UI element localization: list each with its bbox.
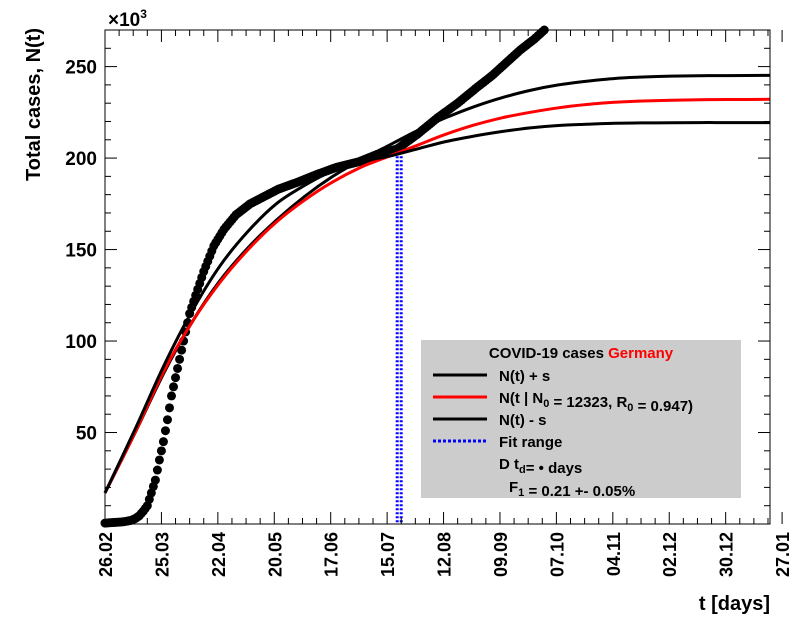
legend-entry-label: N(t | N0 = 12323, R0 = 0.947): [499, 390, 693, 415]
plot-frame: [104, 29, 771, 525]
y-exponent-power: 3: [140, 7, 147, 21]
text-run: = 0.21 +- 0.05%: [524, 483, 635, 500]
y-tick-label: 200: [65, 149, 97, 170]
data-point: [152, 465, 162, 475]
y-tick-label: 100: [65, 332, 97, 353]
x-tick-label: 09.09: [491, 532, 511, 577]
x-tick-label: 25.03: [152, 532, 172, 577]
legend-note-f1: F1 = 0.21 +- 0.05%: [509, 479, 635, 500]
data-point: [171, 373, 181, 383]
data-point: [169, 382, 179, 392]
y-tick-label: 250: [65, 58, 97, 79]
data-point: [158, 437, 168, 447]
subscript: d: [519, 464, 526, 476]
data-point: [156, 446, 166, 456]
data-point: [162, 415, 172, 425]
legend-title-country: Germany: [608, 345, 674, 362]
text-run: D t: [499, 456, 519, 473]
data-point: [177, 345, 187, 355]
x-tick-label: 20.05: [265, 532, 285, 577]
x-tick-label: 17.06: [322, 532, 342, 577]
x-axis-label: t [days]: [699, 593, 770, 615]
subscript: 1: [518, 487, 524, 499]
text-run: = 0.947): [633, 398, 693, 415]
x-tick-label: 27.01: [773, 532, 793, 577]
x-tick-label: 26.02: [96, 532, 116, 577]
text-run: N(t) - s: [499, 412, 547, 429]
text-run: = 12323, R: [549, 394, 627, 411]
data-point: [173, 363, 183, 373]
text-run: N(t | N: [499, 390, 543, 407]
x-tick-label: 07.10: [547, 532, 567, 577]
x-tick-label: 22.04: [209, 532, 229, 577]
series-group: [100, 25, 771, 528]
legend-title: COVID-19 cases Germany: [489, 345, 674, 362]
data-point: [167, 391, 176, 401]
legend-note-td: D td= • days: [499, 456, 582, 477]
x-tick-label: 15.07: [378, 532, 398, 577]
data-point: [160, 426, 170, 436]
text-run: N(t) + s: [499, 368, 550, 385]
y-exponent-label: ×103: [108, 7, 147, 31]
x-tick-label: 02.12: [660, 532, 680, 577]
data-point: [175, 354, 185, 364]
data-point: [150, 475, 160, 485]
y-tick-label: 150: [65, 241, 97, 262]
fit-range-group: [395, 156, 403, 524]
model-curve: [103, 97, 771, 494]
y-tick-label: 50: [76, 424, 97, 445]
subscript: 0: [627, 402, 633, 414]
x-tick-label: 30.12: [717, 532, 737, 577]
legend-entry-label: N(t) + s: [499, 368, 550, 385]
text-run: Fit range: [499, 434, 562, 451]
y-axis-label: Total cases, N(t): [23, 28, 45, 181]
data-point: [154, 455, 164, 465]
x-tick-label: 12.08: [435, 532, 455, 577]
subscript: 0: [543, 398, 549, 410]
text-run: = • days: [526, 460, 583, 477]
legend-entry-label: Fit range: [499, 434, 562, 451]
y-exponent-base: ×10: [108, 10, 140, 31]
legend-entry-label: N(t) - s: [499, 412, 547, 429]
legend-title-prefix: COVID-19 cases: [489, 345, 608, 362]
text-run: F: [509, 479, 518, 496]
data-point: [164, 403, 174, 413]
x-tick-label: 04.11: [604, 532, 624, 576]
sigma-band-curve: [103, 121, 770, 494]
